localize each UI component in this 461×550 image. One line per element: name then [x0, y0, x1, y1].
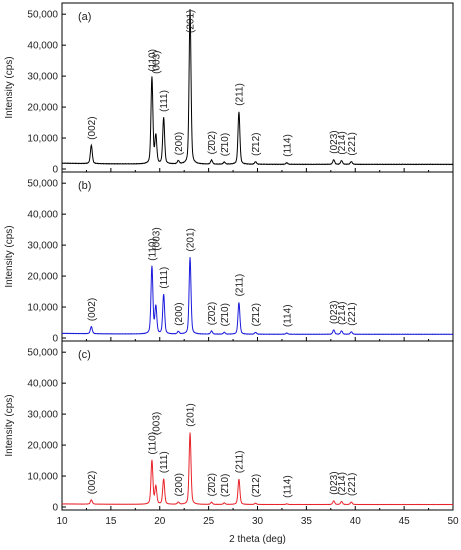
y-tick-label: 10,000: [27, 472, 58, 483]
y-tick-label: 40,000: [27, 379, 58, 390]
y-tick-label: 20,000: [27, 441, 58, 452]
y-tick-label: 10,000: [27, 303, 58, 314]
x-axis-label: 2 theta (deg): [229, 534, 286, 545]
peak-label: (2̄12): [251, 474, 262, 497]
peak-label: (200): [174, 132, 185, 155]
peak-label: (201): [186, 10, 197, 33]
peak-label: (114): [282, 134, 293, 157]
y-tick-label: 0: [52, 334, 58, 345]
peak-label: (023): [329, 130, 340, 153]
peak-label: (110): [147, 49, 158, 72]
panel-label: (c): [78, 349, 91, 361]
peak-label: (110): [147, 432, 158, 455]
peak-label: (002): [87, 298, 98, 321]
peak-label: (110): [147, 238, 158, 261]
y-tick-label: 30,000: [27, 241, 58, 252]
peak-label: (201): [186, 228, 197, 251]
peak-label: (211): [234, 274, 245, 297]
peak-label: (211): [234, 83, 245, 106]
peak-label: (2̄10): [220, 133, 231, 156]
y-tick-label: 40,000: [27, 41, 58, 52]
peak-label: (023): [329, 471, 340, 494]
peak-label: (002): [87, 116, 98, 139]
panels: 0 10,000 20,000 30,000 40,000 50,000 Intensity…: [4, 2, 459, 527]
panel-b: 0 10,000 20,000 30,000 40,000 50,000 Intensity…: [4, 171, 454, 345]
y-axis-label: Intensity (cps): [4, 56, 15, 118]
y-tick-label: 50,000: [27, 10, 58, 21]
y-axis-label: Intensity (cps): [4, 225, 15, 287]
peak-label: (221): [347, 302, 358, 325]
peak-label: (2̄12): [251, 133, 262, 156]
peak-label: (200): [174, 473, 185, 496]
x-tick-label: 20: [154, 516, 166, 527]
peak-label: (023): [329, 301, 340, 324]
panel-label: (a): [78, 11, 91, 23]
y-tick-label: 30,000: [27, 410, 58, 421]
peak-label: (2̄10): [220, 474, 231, 497]
panel-label: (b): [78, 180, 91, 192]
y-axis-label: Intensity (cps): [4, 394, 15, 456]
peak-label: (111): [159, 90, 170, 112]
x-tick-label: 50: [447, 516, 459, 527]
peak-label: (2̄02): [207, 131, 218, 154]
x-axis: 10 15 20 25 30 35 40 45 50: [56, 516, 459, 527]
x-tick-label: 40: [350, 516, 362, 527]
peak-label: (003): [151, 227, 162, 250]
peak-label: (2̄02): [207, 473, 218, 496]
peak-label: (002): [87, 471, 98, 494]
peak-label: (214): [337, 131, 348, 154]
pattern-line: [61, 432, 454, 506]
peak-label: (2̄02): [207, 302, 218, 325]
peak-label: (201): [186, 403, 197, 426]
y-tick-label: 20,000: [27, 272, 58, 283]
peak-label: (200): [174, 302, 185, 325]
pattern-line: [61, 257, 454, 336]
y-tick-label: 40,000: [27, 210, 58, 221]
peak-label: (221): [347, 473, 358, 496]
panel-a: 0 10,000 20,000 30,000 40,000 50,000 Intensity…: [4, 2, 454, 176]
peak-label: (214): [337, 302, 348, 325]
y-tick-label: 20,000: [27, 103, 58, 114]
y-tick-label: 0: [52, 503, 58, 514]
peak-label: (114): [282, 304, 293, 327]
peak-label: (003): [151, 412, 162, 435]
x-tick-label: 10: [56, 516, 68, 527]
pattern-line: [61, 9, 454, 166]
peak-label: (003): [151, 51, 162, 74]
y-tick-label: 50,000: [27, 179, 58, 190]
y-tick-label: 10,000: [27, 134, 58, 145]
x-tick-label: 30: [252, 516, 264, 527]
x-tick-label: 15: [105, 516, 117, 527]
peak-label: (114): [282, 475, 293, 498]
panel-c: 0 10,000 20,000 30,000 40,000 50,000 Intensity…: [4, 340, 454, 514]
peak-label: (111): [159, 451, 170, 473]
peak-label: (2̄10): [220, 303, 231, 326]
peak-label: (221): [347, 132, 358, 155]
peak-label: (211): [234, 451, 245, 474]
y-tick-label: 0: [52, 165, 58, 176]
y-tick-label: 50,000: [27, 348, 58, 359]
peak-label: (2̄12): [251, 303, 262, 326]
y-tick-label: 30,000: [27, 72, 58, 83]
x-tick-label: 25: [203, 516, 215, 527]
x-tick-label: 35: [301, 516, 313, 527]
x-tick-label: 45: [399, 516, 411, 527]
peak-label: (214): [337, 472, 348, 495]
peak-label: (111): [159, 267, 170, 289]
